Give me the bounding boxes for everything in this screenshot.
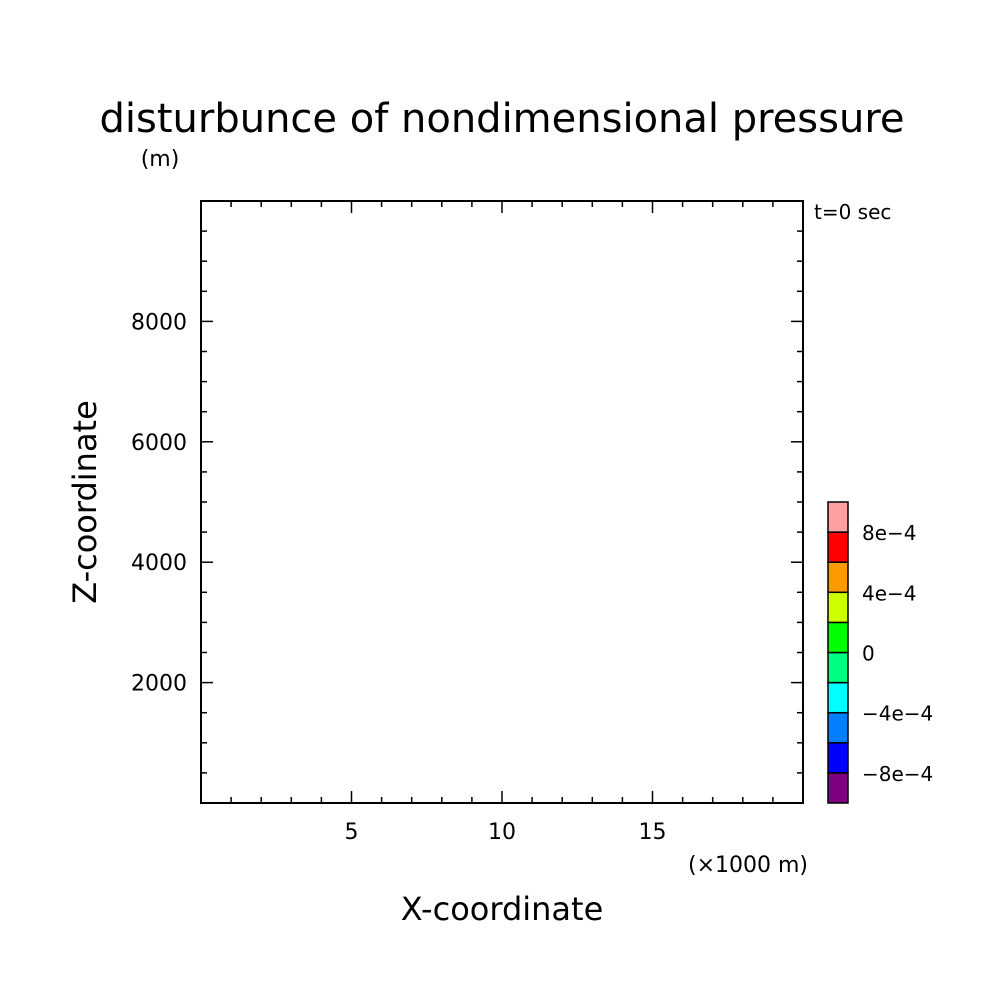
colorbar-swatch bbox=[827, 651, 849, 684]
colorbar-swatch bbox=[827, 621, 849, 654]
y-tick-label: 6000 bbox=[131, 431, 187, 456]
colorbar-label: 4e−4 bbox=[862, 581, 917, 605]
time-label: t=0 sec bbox=[814, 200, 891, 224]
x-tick-label: 10 bbox=[488, 820, 516, 845]
y-tick-label: 8000 bbox=[131, 310, 187, 335]
colorbar-swatch bbox=[827, 742, 849, 774]
colorbar: −8e−4 −4e−4 0 4e−4 8e−4 bbox=[827, 501, 933, 804]
colorbar-swatch bbox=[827, 501, 849, 533]
colorbar-label: 0 bbox=[862, 642, 875, 666]
colorbar-swatch bbox=[827, 681, 849, 714]
x-unit-label: (×1000 m) bbox=[688, 853, 808, 878]
colorbar-swatch bbox=[827, 772, 849, 804]
colorbar-swatch bbox=[827, 591, 849, 624]
x-axis-label: X-coordinate bbox=[401, 890, 604, 928]
axis-tick-labels: 5 10 15 2000 4000 6000 8000 bbox=[131, 310, 667, 845]
axis-ticks bbox=[201, 201, 803, 803]
y-unit-label: (m) bbox=[141, 147, 180, 172]
x-tick-label: 15 bbox=[639, 820, 667, 845]
colorbar-swatch bbox=[827, 711, 849, 744]
colorbar-label: −4e−4 bbox=[862, 702, 933, 726]
y-tick-label: 2000 bbox=[131, 672, 187, 697]
y-axis-label: Z-coordinate bbox=[66, 400, 104, 604]
plot-area bbox=[200, 200, 804, 804]
chart-title: disturbunce of nondimensional pressure bbox=[100, 96, 905, 142]
colorbar-label: −8e−4 bbox=[862, 762, 933, 786]
y-tick-label: 4000 bbox=[131, 551, 187, 576]
colorbar-swatch bbox=[827, 531, 849, 563]
colorbar-label: 8e−4 bbox=[862, 521, 917, 545]
x-tick-label: 5 bbox=[345, 820, 359, 845]
colorbar-swatch bbox=[827, 561, 849, 594]
